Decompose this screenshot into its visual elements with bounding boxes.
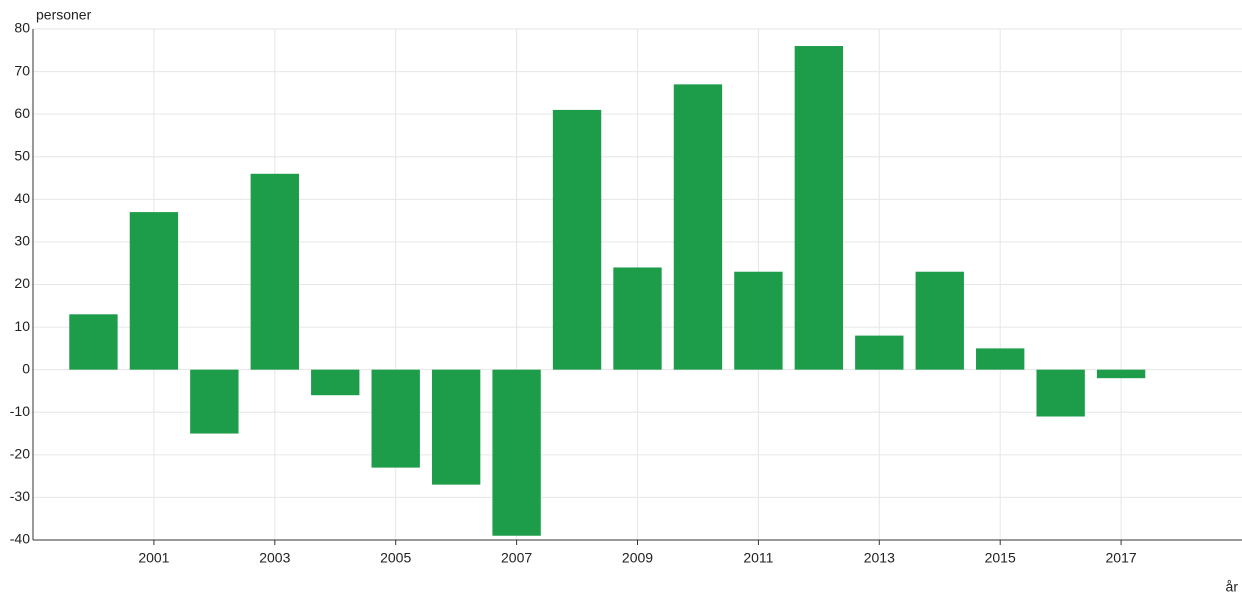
bar bbox=[69, 314, 118, 370]
y-tick-label: 50 bbox=[14, 147, 30, 163]
bar bbox=[431, 369, 481, 485]
y-tick-label: -40 bbox=[10, 531, 30, 547]
bar bbox=[673, 84, 723, 370]
bar bbox=[734, 271, 783, 370]
bar bbox=[855, 335, 904, 370]
bar bbox=[371, 369, 420, 468]
bar bbox=[311, 369, 360, 396]
y-tick-label: 40 bbox=[14, 190, 30, 206]
x-tick-label: 2005 bbox=[380, 550, 411, 566]
bar bbox=[976, 348, 1025, 370]
x-tick-label: 2007 bbox=[501, 550, 532, 566]
y-tick-label: 60 bbox=[14, 105, 30, 121]
x-tick-label: 2009 bbox=[622, 550, 653, 566]
x-tick-label: 2003 bbox=[259, 550, 290, 566]
y-tick-label: 10 bbox=[14, 318, 30, 334]
y-tick-label: 30 bbox=[14, 233, 30, 249]
bar bbox=[129, 212, 179, 370]
y-tick-label: 80 bbox=[14, 20, 30, 36]
bar bbox=[613, 267, 662, 370]
bar bbox=[552, 109, 602, 370]
y-axis-label: personer bbox=[36, 7, 92, 23]
y-tick-label: -30 bbox=[10, 488, 30, 504]
bar bbox=[250, 173, 299, 370]
y-tick-label: -20 bbox=[10, 446, 30, 462]
x-axis-label: år bbox=[1226, 579, 1239, 595]
y-tick-label: 0 bbox=[22, 360, 30, 376]
bar bbox=[1096, 369, 1146, 379]
bar bbox=[190, 369, 239, 434]
y-tick-label: -10 bbox=[10, 403, 30, 419]
x-tick-label: 2011 bbox=[743, 550, 773, 566]
x-tick-label: 2015 bbox=[985, 550, 1016, 566]
bar bbox=[915, 271, 964, 370]
bar bbox=[1036, 369, 1085, 417]
x-tick-label: 2013 bbox=[864, 550, 895, 566]
bar bbox=[794, 46, 844, 370]
y-tick-label: 20 bbox=[14, 275, 30, 291]
y-tick-label: 70 bbox=[14, 62, 30, 78]
x-tick-label: 2017 bbox=[1106, 550, 1137, 566]
x-tick-label: 2001 bbox=[138, 550, 169, 566]
bar bbox=[492, 369, 541, 536]
